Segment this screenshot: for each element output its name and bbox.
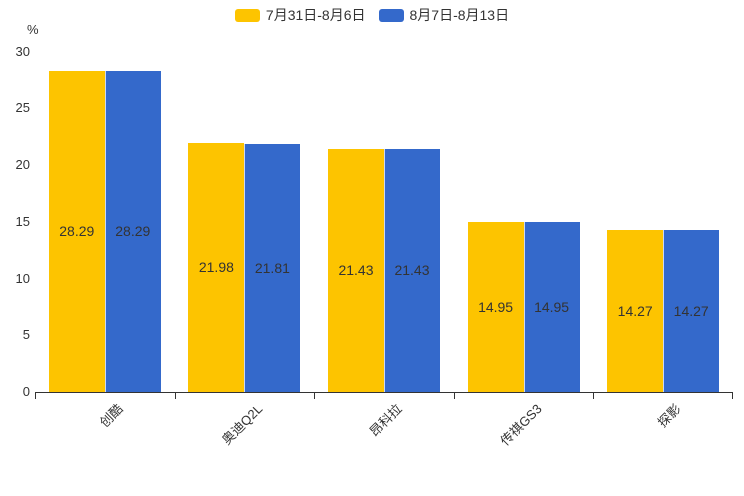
- bar-series-0-cat-1[interactable]: [188, 142, 245, 392]
- y-tick-label-25: 25: [15, 100, 30, 116]
- x-category-label-0: 创酷: [96, 401, 126, 431]
- x-axis-tick: [593, 393, 595, 399]
- x-axis-tick: [174, 393, 176, 399]
- bar-value-label-series-0-cat-3: 14.95: [478, 299, 514, 316]
- legend-swatch: [378, 8, 404, 22]
- bar-series-1-cat-3[interactable]: [523, 222, 580, 392]
- y-tick-label-0: 0: [22, 384, 30, 399]
- x-axis-tick: [314, 393, 316, 399]
- legend-swatch: [234, 8, 260, 22]
- y-tick-label-15: 15: [15, 213, 30, 229]
- legend-label: 7月31日-8月6日: [265, 7, 366, 23]
- bar-series-0-cat-2[interactable]: [328, 148, 384, 392]
- bar-series-0-cat-3[interactable]: [467, 222, 524, 392]
- y-tick-label-20: 20: [15, 157, 30, 172]
- bar-series-0-cat-0[interactable]: [48, 70, 105, 392]
- y-tick-label-30: 30: [15, 43, 30, 59]
- legend: 7月31日-8月6日 8月7日-8月13日: [0, 6, 744, 24]
- bar-series-1-cat-0[interactable]: [104, 70, 161, 392]
- legend-item-0[interactable]: 7月31日-8月6日: [234, 6, 366, 24]
- y-tick-label-10: 10: [15, 270, 30, 286]
- bar-series-1-cat-2[interactable]: [384, 148, 440, 392]
- bar-value-label-series-1-cat-1: 21.81: [254, 260, 290, 277]
- x-axis-line: [35, 392, 733, 393]
- x-axis-tick: [732, 393, 733, 399]
- bar-value-label-series-0-cat-0: 28.29: [59, 223, 95, 240]
- x-category-label-1: 奥迪Q2L: [218, 401, 266, 448]
- legend-label: 8月7日-8月13日: [409, 7, 510, 23]
- x-axis-tick: [35, 393, 36, 399]
- bar-value-label-series-0-cat-1: 21.98: [198, 259, 234, 276]
- bar-value-label-series-0-cat-4: 14.27: [617, 303, 653, 320]
- bar-series-1-cat-4[interactable]: [663, 230, 720, 392]
- legend-item-1[interactable]: 8月7日-8月13日: [378, 6, 510, 24]
- bar-series-0-cat-4[interactable]: [607, 230, 664, 392]
- bar-value-label-series-0-cat-2: 21.43: [338, 262, 374, 279]
- bar-value-label-series-1-cat-0: 28.29: [115, 223, 151, 240]
- x-axis-tick: [453, 393, 455, 399]
- y-tick-label-5: 5: [22, 327, 30, 343]
- x-category-label-4: 探影: [654, 401, 684, 431]
- y-axis-unit-label: %: [27, 22, 39, 37]
- bar-series-1-cat-1[interactable]: [244, 144, 301, 392]
- bar-value-label-series-1-cat-2: 21.43: [394, 262, 430, 279]
- x-category-label-2: 昂科拉: [366, 401, 405, 440]
- bar-value-label-series-1-cat-4: 14.27: [673, 303, 709, 320]
- bar-value-label-series-1-cat-3: 14.95: [534, 299, 570, 316]
- x-category-label-3: 传祺GS3: [496, 401, 545, 449]
